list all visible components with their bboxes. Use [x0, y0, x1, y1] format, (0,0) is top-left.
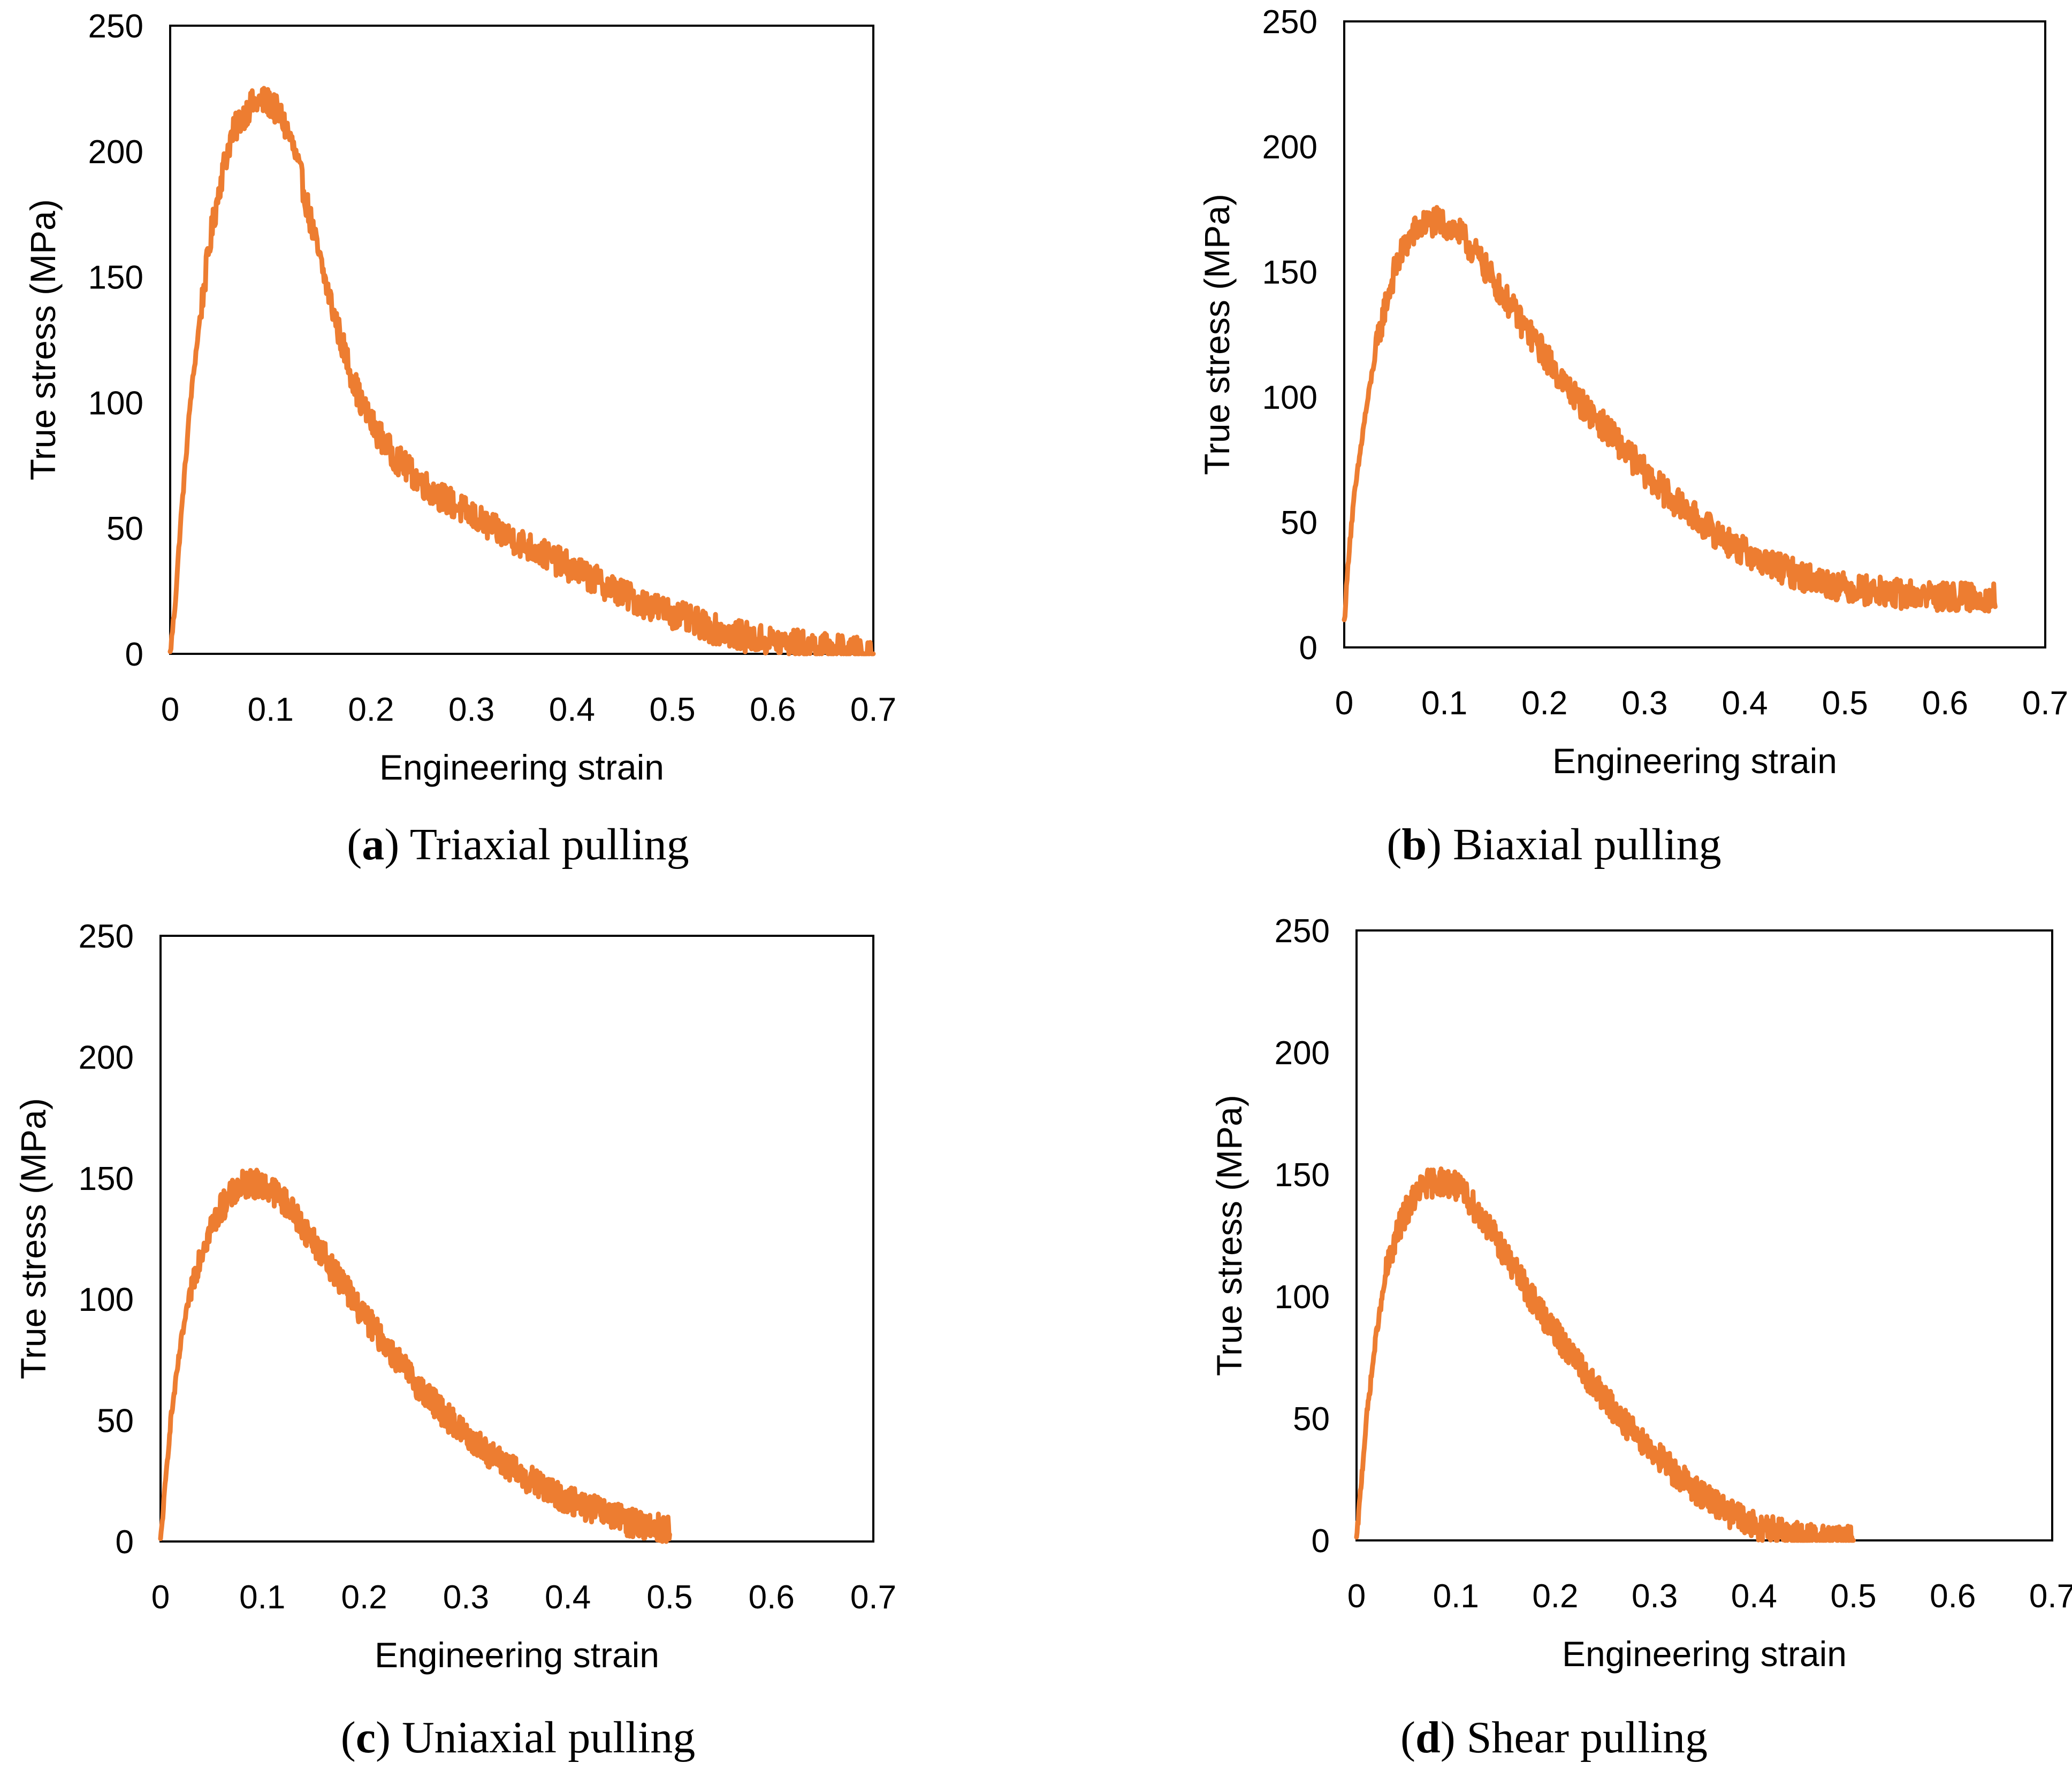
x-tick-label: 0 — [151, 1579, 170, 1616]
y-axis-title: True stress (MPa) — [1209, 1095, 1249, 1376]
y-tick-label: 100 — [1262, 379, 1317, 416]
x-tick-label: 0.6 — [1930, 1578, 1976, 1615]
chart-panel-c: 0 50 100 150 200 250 0 0.1 0.2 0.3 0.4 0.5 0.6 0.7 Eng… — [0, 893, 1036, 1786]
x-tick-label: 0.4 — [545, 1579, 591, 1616]
x-tick-label: 0.7 — [2029, 1578, 2072, 1615]
x-axis-title: Engineering strain — [375, 1635, 659, 1675]
caption-label: b — [1401, 820, 1427, 869]
x-tick-label: 0 — [1335, 685, 1353, 722]
y-tick-label: 50 — [97, 1403, 134, 1440]
y-tick-label: 0 — [1299, 630, 1317, 667]
x-tick-label: 0.4 — [1731, 1578, 1777, 1615]
y-tick-label: 200 — [88, 134, 143, 171]
caption-text: Uniaxial pulling — [402, 1713, 696, 1762]
x-tick-label: 0.6 — [1922, 685, 1968, 722]
x-tick-label: 0.1 — [1421, 685, 1467, 722]
x-tick-label: 0.7 — [850, 1579, 896, 1616]
series-line-a — [167, 86, 876, 657]
panel-caption-c: (c) Uniaxial pulling — [340, 1713, 696, 1762]
y-tick-label: 200 — [1262, 129, 1317, 166]
y-tick-label: 150 — [88, 259, 143, 296]
panel-caption-d: (d) Shear pulling — [1400, 1713, 1708, 1762]
y-tick-label: 200 — [1275, 1035, 1330, 1072]
y-axis-title: True stress (MPa) — [1197, 194, 1237, 475]
y-axis-title: True stress (MPa) — [23, 199, 63, 480]
plot-frame — [169, 25, 874, 655]
x-tick-label: 0.7 — [850, 691, 896, 728]
x-tick-label: 0.2 — [1532, 1578, 1578, 1615]
y-tick-label: 150 — [1262, 254, 1317, 291]
y-tick-label: 250 — [1262, 4, 1317, 41]
y-tick-label: 0 — [1312, 1523, 1330, 1560]
caption-text: Triaxial pulling — [409, 820, 689, 869]
chart-panel-d: 0 50 100 150 200 250 0 0.1 0.2 0.3 0.4 0.5 0.6 0.7 Eng… — [1036, 893, 2072, 1786]
x-axis-title: Engineering strain — [1552, 741, 1837, 781]
chart-svg-d: 0 50 100 150 200 250 0 0.1 0.2 0.3 0.4 0.5 0.6 0.7 Eng… — [1209, 913, 2072, 1674]
x-tick-label: 0.5 — [1822, 685, 1868, 722]
y-axis-title: True stress (MPa) — [13, 1098, 53, 1379]
x-tick-label: 0.1 — [248, 691, 294, 728]
x-axis-title: Engineering strain — [379, 747, 664, 787]
caption-text: Shear pulling — [1466, 1713, 1708, 1762]
x-tick-label: 0 — [161, 691, 179, 728]
panel-caption-b: (b) Biaxial pulling — [1387, 820, 1721, 869]
x-tick-label: 0.1 — [239, 1579, 285, 1616]
x-tick-label: 0.7 — [2022, 685, 2068, 722]
x-tick-label: 0.3 — [448, 691, 494, 728]
y-tick-label: 50 — [1293, 1401, 1330, 1438]
plot-frame — [1343, 20, 2046, 648]
x-tick-label: 0.4 — [1721, 685, 1768, 722]
y-tick-label: 150 — [79, 1161, 134, 1197]
x-tick-label: 0.6 — [749, 1579, 795, 1616]
caption-label: a — [362, 820, 385, 869]
x-tick-label: 0.2 — [348, 691, 394, 728]
y-tick-label: 100 — [79, 1281, 134, 1318]
y-tick-label: 250 — [79, 918, 134, 955]
chart-svg-b: 0 50 100 150 200 250 0 0.1 0.2 0.3 0.4 0.5 0.6 0.7 Eng… — [1197, 4, 2068, 781]
x-tick-label: 0.3 — [443, 1579, 489, 1616]
y-tick-label: 100 — [1275, 1279, 1330, 1316]
y-tick-label: 100 — [88, 385, 143, 422]
y-tick-label: 50 — [1281, 505, 1317, 541]
x-tick-label: 0.3 — [1632, 1578, 1678, 1615]
chart-svg-c: 0 50 100 150 200 250 0 0.1 0.2 0.3 0.4 0.5 0.6 0.7 Eng… — [13, 918, 896, 1675]
chart-panel-b: 0 50 100 150 200 250 0 0.1 0.2 0.3 0.4 0.5 0.6 0.7 Eng… — [1036, 0, 2072, 893]
x-tick-label: 0.5 — [649, 691, 695, 728]
plot-frame — [1355, 929, 2053, 1541]
caption-label: d — [1415, 1713, 1441, 1762]
y-tick-label: 50 — [106, 510, 143, 547]
y-tick-label: 150 — [1275, 1157, 1330, 1194]
y-tick-label: 0 — [116, 1524, 134, 1561]
x-tick-label: 0.2 — [341, 1579, 387, 1616]
series-line-c — [158, 1167, 672, 1544]
chart-panel-a: 0 50 100 150 200 250 0 0.1 0.2 0.3 0.4 0.5 0.6 0.7 Eng… — [0, 0, 1036, 893]
x-tick-label: 0.5 — [646, 1579, 692, 1616]
caption-text: Biaxial pulling — [1453, 820, 1721, 869]
caption-label: c — [355, 1713, 376, 1762]
y-tick-label: 0 — [125, 636, 143, 673]
plot-frame — [159, 935, 874, 1543]
y-tick-label: 250 — [88, 8, 143, 45]
y-tick-label: 250 — [1275, 913, 1330, 950]
chart-svg-a: 0 50 100 150 200 250 0 0.1 0.2 0.3 0.4 0.5 0.6 0.7 Eng… — [23, 8, 896, 787]
x-tick-label: 0.5 — [1830, 1578, 1876, 1615]
series-line-b — [1342, 205, 1998, 622]
x-tick-label: 0.3 — [1621, 685, 1667, 722]
series-line-d — [1354, 1166, 1856, 1543]
x-tick-label: 0 — [1347, 1578, 1366, 1615]
x-tick-label: 0.2 — [1521, 685, 1567, 722]
x-tick-label: 0.6 — [750, 691, 796, 728]
x-axis-title: Engineering strain — [1562, 1634, 1847, 1674]
y-tick-label: 200 — [79, 1039, 134, 1076]
x-tick-label: 0.1 — [1433, 1578, 1479, 1615]
panel-caption-a: (a) Triaxial pulling — [347, 820, 689, 869]
x-tick-label: 0.4 — [549, 691, 595, 728]
